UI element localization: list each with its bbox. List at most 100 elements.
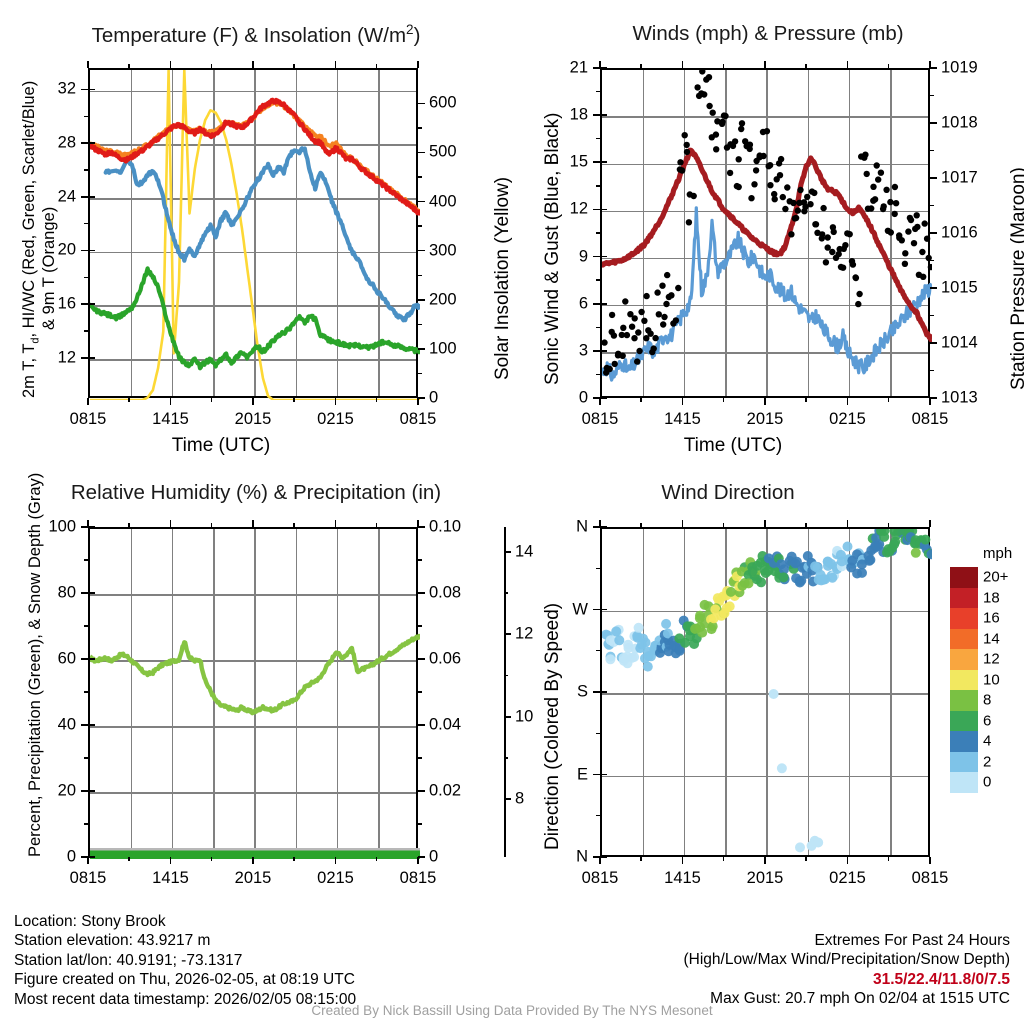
gridline-vertical <box>213 529 215 855</box>
gust-point <box>901 260 909 267</box>
gridline-horizontal <box>90 144 416 146</box>
axis-tick <box>293 398 295 402</box>
gridline-horizontal <box>602 352 928 354</box>
gust-point <box>784 184 791 191</box>
gust-point <box>731 138 739 145</box>
axis-tick <box>599 520 601 527</box>
axis-tick <box>930 122 937 124</box>
axis-tick <box>81 303 88 305</box>
gust-point <box>887 229 894 236</box>
axis-tick <box>846 398 849 405</box>
gridline-vertical <box>683 529 686 855</box>
gust-point <box>830 228 837 236</box>
axis-tick <box>88 658 95 660</box>
y-tick-label: 15 <box>569 152 588 171</box>
wind-direction-point <box>614 635 625 646</box>
y-tick-label: 16 <box>57 294 76 313</box>
extremes-heading: Extremes For Past 24 Hours <box>814 932 1010 949</box>
axis-tick <box>418 526 425 528</box>
axis-tick <box>169 520 172 527</box>
gust-point <box>655 311 662 318</box>
gust-point <box>896 232 903 239</box>
gust-point <box>863 170 870 178</box>
gust-point <box>631 315 638 322</box>
insolation-tick-label: 0 <box>429 388 439 407</box>
precip-tick-label: 0.06 <box>429 649 462 668</box>
gust-point <box>636 347 643 355</box>
gust-point <box>722 112 729 120</box>
wind-direction-y-axis-label: Direction (Colored By Speed) <box>542 602 563 850</box>
gust-point <box>848 258 856 265</box>
wind-direction-point <box>605 654 616 665</box>
gust-point <box>846 231 853 238</box>
axis-tick <box>418 724 425 726</box>
colorbar-tick-label: 12 <box>983 650 1000 668</box>
gridline-horizontal <box>602 210 928 213</box>
axis-tick <box>417 520 419 527</box>
x-tick-label: 0815 <box>69 410 107 428</box>
axis-tick <box>846 520 849 527</box>
axis-tick <box>418 790 425 792</box>
gust-point <box>792 214 800 222</box>
gust-point <box>777 155 785 163</box>
footer-elevation: Station elevation: 43.9217 m <box>14 932 211 950</box>
axis-tick-minor <box>504 674 508 677</box>
wind-direction-point <box>708 613 719 624</box>
axis-tick <box>600 255 607 258</box>
axis-tick <box>593 350 600 352</box>
x-tick-label: 0815 <box>399 410 437 428</box>
gridline-vertical <box>130 529 132 855</box>
axis-tick <box>293 523 295 527</box>
x-tick-label: 0815 <box>399 869 437 887</box>
colorbar-tick-label: 6 <box>983 712 992 730</box>
colorbar-tick-label: 20+ <box>983 568 1009 586</box>
gridline-vertical <box>378 529 380 855</box>
gust-point <box>610 332 618 339</box>
axis-tick-minor <box>418 176 422 178</box>
gust-point <box>664 271 671 279</box>
gust-point <box>842 242 849 249</box>
axis-tick <box>593 255 600 258</box>
axis-tick-minor <box>596 232 600 234</box>
gust-point <box>797 186 804 194</box>
gust-point <box>694 84 701 91</box>
axis-tick <box>764 398 766 405</box>
axis-tick <box>593 161 600 164</box>
gust-point <box>618 331 625 339</box>
insolation-tick-label: 600 <box>429 93 457 112</box>
y-tick-label: 28 <box>57 133 76 152</box>
axis-tick <box>128 857 130 861</box>
gust-point <box>910 240 918 247</box>
gust-point <box>824 234 831 241</box>
gust-point <box>650 345 657 352</box>
axis-tick <box>593 691 600 693</box>
extremes-subheading: (High/Low/Max Wind/Precipitation/Snow De… <box>683 951 1011 969</box>
wind-direction-point <box>674 645 685 656</box>
axis-tick-minor <box>930 94 934 97</box>
x-tick-label: 0815 <box>69 869 107 887</box>
gridline-vertical <box>295 529 297 855</box>
gust-point <box>748 195 755 202</box>
axis-tick <box>88 724 95 726</box>
axis-tick <box>764 61 766 68</box>
gust-point <box>802 203 809 210</box>
axis-tick <box>169 61 172 68</box>
axis-tick <box>87 520 89 527</box>
axis-tick-minor <box>418 823 422 825</box>
gust-point <box>690 192 697 200</box>
gridline-horizontal <box>602 693 928 695</box>
gust-point <box>679 167 686 174</box>
axis-tick <box>599 61 601 68</box>
insolation-tick-label: 300 <box>429 241 457 260</box>
wind-direction-point <box>611 626 622 637</box>
axis-tick <box>930 67 937 69</box>
axis-tick <box>293 857 295 861</box>
winds-plot-area <box>600 68 932 398</box>
temperature-panel: Temperature (F) & Insolation (W/m2) 2m T… <box>0 0 513 465</box>
axis-tick <box>722 523 725 527</box>
gridline-horizontal <box>90 594 416 596</box>
gust-point <box>892 200 900 207</box>
gust-point <box>902 250 909 257</box>
gust-point <box>794 207 801 214</box>
humidity-plot-area <box>88 527 420 859</box>
